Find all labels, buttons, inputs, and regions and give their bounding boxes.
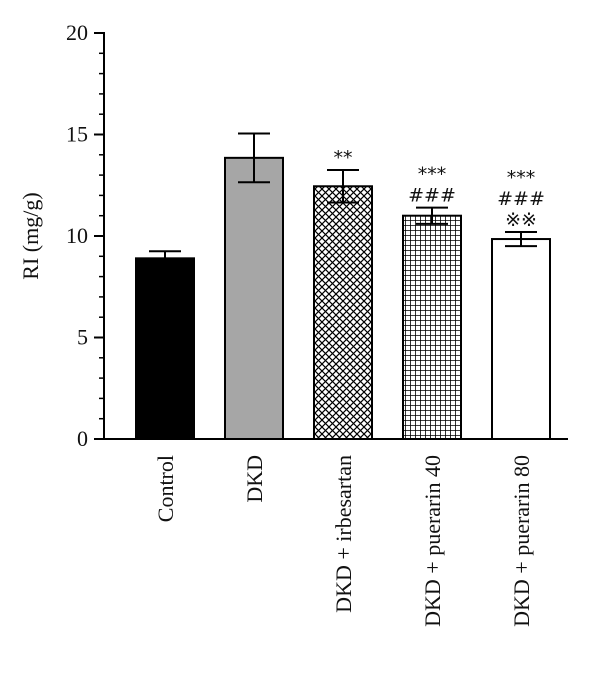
bar	[224, 156, 284, 440]
significance-mark: ###	[408, 185, 456, 207]
y-tick-label: 15	[66, 122, 88, 147]
category-label: DKD	[242, 455, 267, 503]
y-axis-label: RI (mg/g)	[18, 192, 43, 279]
category-label: Control	[153, 455, 178, 522]
category-label: DKD + puerarin 80	[509, 455, 534, 627]
category-label: DKD + puerarin 40	[420, 455, 445, 627]
significance-mark: ***	[507, 167, 536, 189]
significance-mark: ###	[497, 188, 545, 210]
significance-mark: ※※	[505, 209, 537, 231]
bar	[402, 214, 462, 440]
bar	[491, 238, 551, 440]
category-label: DKD + irbesartan	[331, 455, 356, 613]
bar	[313, 185, 373, 440]
significance-mark: ***	[418, 164, 447, 186]
y-tick-label: 5	[77, 325, 88, 350]
significance-mark: **	[334, 147, 353, 169]
bar	[135, 257, 195, 440]
y-tick-label: 10	[66, 223, 88, 248]
bars	[135, 132, 551, 440]
y-tick-label: 0	[77, 426, 88, 451]
labels: RI (mg/g) Control DKD ** DKD + irbesartan ***…	[18, 147, 545, 627]
y-tick-label: 20	[66, 20, 88, 45]
